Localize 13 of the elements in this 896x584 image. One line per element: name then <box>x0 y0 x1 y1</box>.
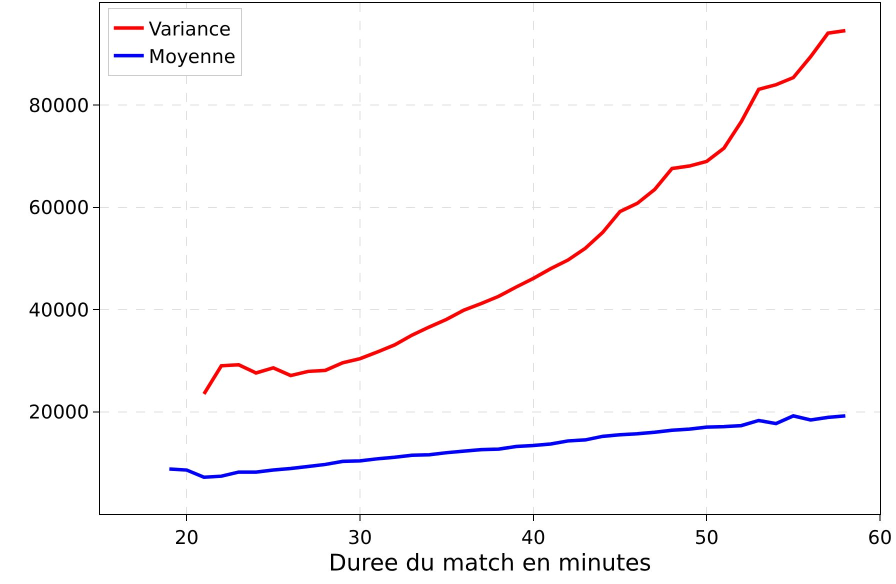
legend-label: Moyenne <box>148 46 236 68</box>
y-tick-label: 40000 <box>28 299 90 322</box>
legend-label: Variance <box>148 18 231 40</box>
x-tick-label: 30 <box>348 526 372 549</box>
y-tick-label: 20000 <box>28 401 90 424</box>
x-axis-title: Duree du match en minutes <box>328 550 652 576</box>
y-tick-label: 60000 <box>28 197 90 220</box>
y-tick-label: 80000 <box>28 94 90 117</box>
x-tick-label: 40 <box>521 526 546 549</box>
x-tick-label: 50 <box>694 526 719 549</box>
x-tick-label: 20 <box>174 526 199 549</box>
x-tick-label: 60 <box>868 526 892 549</box>
line-series <box>168 414 848 479</box>
